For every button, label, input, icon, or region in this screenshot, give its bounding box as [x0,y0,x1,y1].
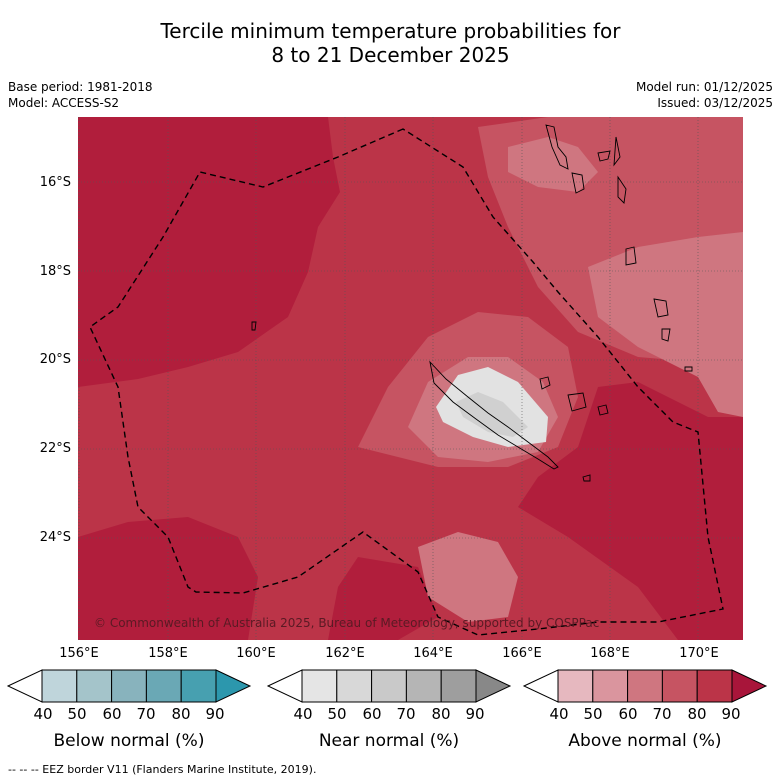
region-above-90-southwest [78,517,258,640]
colorbar-label-near: Near normal (%) [318,731,460,751]
lat-label: 16°S [39,175,71,190]
colorbar-segment [405,669,442,703]
eez-border [89,128,724,636]
eez-legend-footer: -- -- -- EEZ border V11 (Flanders Marine… [8,763,317,776]
colorbar-tick: 50 [327,705,347,723]
lat-label: 24°S [39,530,71,545]
colorbar-tick: 90 [721,705,741,723]
probability-map: © Commonwealth of Australia 2025, Bureau… [78,117,743,640]
region-above-90-east [518,382,743,640]
map-gridlines [78,117,743,640]
lon-label: 164°E [413,646,453,661]
colorbar-label-below: Below normal (%) [53,731,205,751]
colorbar-tick: 60 [362,705,382,723]
vanuatu-outline [251,124,693,372]
chart-title-line2: 8 to 21 December 2025 [271,43,510,67]
colorbar-segment [592,669,629,703]
colorbar-segment [76,669,113,703]
region-above-60-east [588,232,743,417]
lat-label: 18°S [39,264,71,279]
colorbar-tick: 70 [652,705,672,723]
colorbar-near [266,669,512,703]
island-outlines [251,124,693,482]
colorbar-segment [696,669,733,703]
colorbar-tick: 50 [583,705,603,723]
colorbar-above [522,669,768,703]
lon-label: 158°E [148,646,188,661]
colorbar-segment [41,669,78,703]
colorbar-tick: 60 [618,705,638,723]
colorbar-segment [661,669,698,703]
colorbars [6,669,768,703]
colorbar-segment [301,669,338,703]
colorbar-segment [180,669,217,703]
colorbar-tick: 80 [171,705,191,723]
colorbar-tick: 70 [396,705,416,723]
region-above-90-west [78,117,340,387]
issued-label: Issued: 03/12/2025 [657,96,773,110]
colorbar-label-above: Above normal (%) [568,731,722,751]
region-near-50 [456,392,528,437]
colorbar-tick: 40 [549,705,569,723]
new-caledonia-outline [429,360,559,470]
colorbar-segment [145,669,182,703]
colorbar-tick: 60 [102,705,122,723]
loyalty-islands-outline [539,376,609,482]
colorbar-tick: 80 [431,705,451,723]
colorbar-tick: 70 [136,705,156,723]
colorbar-segment [440,669,477,703]
base-period-label: Base period: 1981-2018 [8,80,153,94]
colorbar-segment [627,669,663,703]
colorbar-segment [371,669,407,703]
colorbar-segment [557,669,594,703]
lon-label: 166°E [502,646,542,661]
colorbar-tick: 40 [293,705,313,723]
region-above-60-north [508,137,598,192]
lon-label: 162°E [325,646,365,661]
colorbar-tick: 90 [205,705,225,723]
colorbar-segment [336,669,373,703]
map-copyright: © Commonwealth of Australia 2025, Bureau… [94,616,599,630]
lon-label: 156°E [59,646,99,661]
model-run-label: Model run: 01/12/2025 [635,80,773,94]
lat-label: 22°S [39,441,71,456]
colorbar-tick: 90 [465,705,485,723]
lon-label: 160°E [236,646,276,661]
colorbar-segment [111,669,147,703]
lon-label: 170°E [679,646,719,661]
chart-title-line1: Tercile minimum temperature probabilitie… [160,19,621,43]
colorbar-tick: 40 [33,705,53,723]
lon-label: 168°E [590,646,630,661]
lat-label: 20°S [39,352,71,367]
region-above-90-south [328,557,438,640]
colorbar-tick: 80 [687,705,707,723]
colorbar-tick: 50 [67,705,87,723]
model-label: Model: ACCESS-S2 [8,96,120,110]
region-above-60-south [418,532,518,622]
colorbar-below [6,669,252,703]
